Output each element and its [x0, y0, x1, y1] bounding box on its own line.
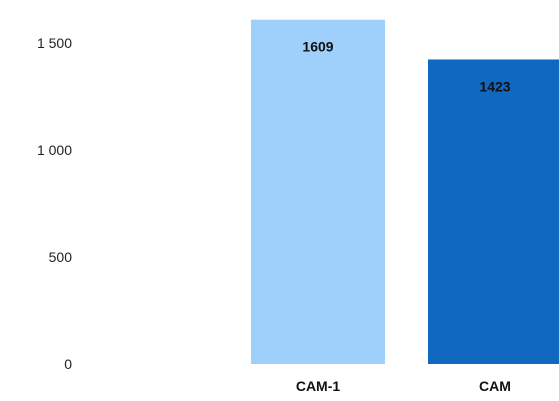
data-label-cam: 1423: [479, 78, 510, 94]
y-tick-label: 0: [64, 356, 72, 372]
bar-cam: [428, 59, 559, 365]
y-axis-ticks: 0 500 1 000 1 500: [37, 35, 72, 372]
bar-cam-1: [251, 19, 385, 364]
y-tick-label: 1 500: [37, 35, 72, 51]
data-label-cam-1: 1609: [302, 39, 333, 55]
y-tick-label: 500: [49, 249, 73, 265]
data-labels: 1609 1423: [302, 39, 510, 95]
y-tick-label: 1 000: [37, 142, 72, 158]
category-labels: CAM-1 CAM: [296, 378, 511, 394]
bars: [251, 19, 559, 365]
category-label-cam: CAM: [479, 378, 511, 394]
category-label-cam-1: CAM-1: [296, 378, 341, 394]
